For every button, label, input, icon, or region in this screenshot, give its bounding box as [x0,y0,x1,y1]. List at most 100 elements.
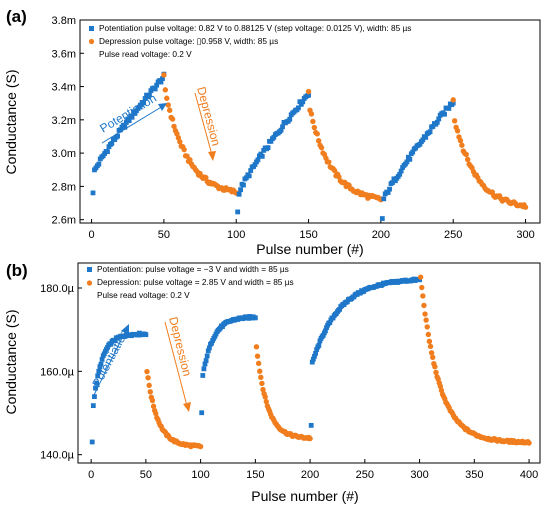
arrow-head-icon [183,402,191,412]
data-point-depression [153,410,159,417]
data-point-potentiation [397,171,403,177]
legend-text-potentiation: Potentiation pulse voltage: 0.82 V to 0.… [99,23,411,33]
x-tick-label: 400 [520,469,538,481]
data-point-potentiation [97,364,103,370]
data-point-depression [305,88,312,95]
legend-text-read: Pulse read voltage: 0.2 V [99,49,192,59]
data-point-potentiation [89,439,95,445]
annotation-depression-b: Depression [164,315,194,412]
legend-text-depression: Depression: pulse voltage = 2.85 V and w… [97,277,294,287]
data-point-depression [454,128,461,134]
panel-label-a: (a) [6,7,27,26]
data-point-potentiation [112,137,118,143]
data-point-depression [162,87,169,93]
data-point-depression [263,398,270,405]
data-point-potentiation [246,173,252,179]
data-point-potentiation [268,138,274,144]
data-point-depression [184,153,190,159]
x-tick-label: 300 [410,469,428,481]
data-point-potentiation [398,168,404,174]
axis-ticks-b: 0 50 100 150 200 250 300 350 400 140.0µ 160.0µ 180.… [40,283,538,481]
data-point-depression [253,344,260,350]
data-point-potentiation [199,410,205,416]
data-point-potentiation [255,157,261,163]
x-tick-label: 250 [444,229,462,241]
data-point-depression [161,72,167,78]
data-point-depression [169,116,176,122]
data-point-depression [417,274,424,280]
data-point-potentiation [122,124,128,130]
data-point-potentiation [385,190,391,195]
x-tick-label: 0 [88,469,94,481]
data-point-potentiation [96,368,102,374]
data-point-potentiation [204,353,210,359]
data-point-potentiation [417,141,423,147]
data-point-potentiation [392,178,398,184]
x-tick-label: 200 [372,229,390,241]
data-point-depression [326,159,332,165]
data-point-potentiation [252,315,258,321]
arrow-line [92,329,127,398]
data-point-depression [424,324,430,330]
data-point-depression [171,123,177,130]
data-point-depression [258,374,264,381]
legend-marker-potentiation [89,26,94,31]
data-point-depression [420,293,426,299]
data-point-depression [310,118,316,125]
data-point-depression [419,284,425,291]
data-point-potentiation [92,394,97,400]
data-point-potentiation [152,86,158,92]
arrow-line [194,92,213,156]
chart-panel-b: (b) 0 50 100 150 200 250 300 350 400 140.0µ 160.0µ… [3,261,541,504]
data-point-depression [457,137,464,144]
data-point-potentiation [300,99,306,105]
data-point-potentiation [390,180,395,185]
data-point-depression [428,350,435,356]
data-point-depression [197,443,204,450]
data-point-potentiation [430,124,436,129]
data-point-potentiation [278,127,284,133]
data-point-potentiation [434,119,440,125]
data-point-potentiation [404,159,410,165]
data-markers-b [89,274,532,450]
y-axis-title-a: Conductance (S) [3,69,19,174]
data-point-potentiation [381,196,387,202]
data-point-potentiation [297,99,303,105]
data-point-potentiation [296,105,301,111]
data-point-potentiation [314,347,320,352]
data-point-potentiation [423,134,429,140]
data-point-potentiation [420,137,426,143]
data-point-potentiation [387,186,392,192]
data-point-depression [150,403,157,409]
axis-ticks-a: 0 50 100 150 200 250 300 2.6m 2.8m 3.0m 3.2m 3.4m 3.… [52,15,535,241]
data-point-depression [464,156,471,163]
chart-panel-a: (a) 0 50 100 150 200 250 300 2.6m 2.8m 3.0m 3.2m 3.… [3,7,541,257]
x-tick-label: 100 [227,229,245,241]
data-point-potentiation [126,118,132,124]
data-point-potentiation [205,348,211,354]
data-point-potentiation [115,133,121,139]
data-point-depression [308,111,315,117]
data-point-depression [336,174,342,180]
data-point-potentiation [123,120,129,125]
data-point-potentiation [436,116,442,122]
data-point-potentiation [147,92,152,98]
data-point-depression [433,369,439,376]
data-point-potentiation [410,149,416,155]
data-point-potentiation [261,147,267,153]
data-point-potentiation [158,79,164,85]
legend-marker-depression [86,280,93,286]
annotation-potentiation-b: Potentiation [89,324,131,398]
data-point-depression [165,102,171,108]
data-point-potentiation [236,191,242,197]
y-tick-label: 2.8m [52,181,76,193]
data-point-potentiation [160,76,165,82]
data-point-potentiation [200,373,206,378]
data-point-depression [147,389,153,395]
x-tick-label: 50 [140,469,152,481]
data-point-depression [437,383,444,390]
y-tick-label: 3.4m [52,82,76,94]
data-point-depression [463,151,469,158]
data-point-potentiation [108,341,114,347]
arrow-line [164,321,188,407]
